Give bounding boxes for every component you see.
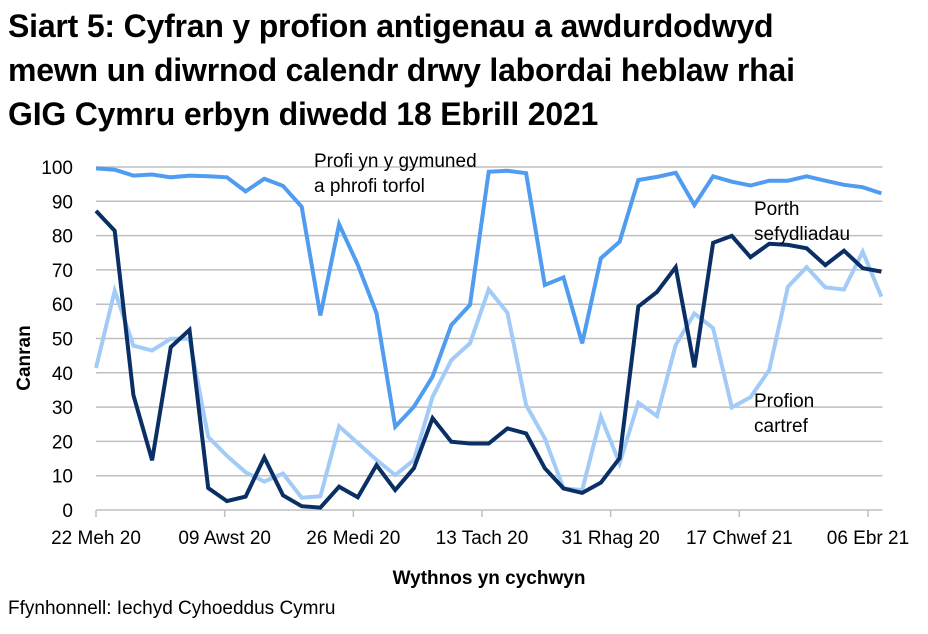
- series-label-cartref: Profion: [754, 391, 814, 412]
- chart-title-line-2: mewn un diwrnod calendr drwy labordai he…: [8, 52, 795, 88]
- x-axis-title: Wythnos yn cychwyn: [393, 568, 586, 589]
- y-tick-label: 10: [52, 467, 73, 488]
- y-tick-label: 70: [52, 261, 73, 282]
- y-tick-label: 40: [52, 364, 73, 385]
- gridlines: [96, 166, 883, 477]
- y-axis-tick-labels: 0 10 20 30 40 50 60 70 80 90 100: [41, 158, 73, 522]
- y-tick-label: 100: [41, 158, 73, 179]
- data-series: [94, 166, 884, 510]
- source-note: Ffynhonnell: Iechyd Cyhoeddus Cymru: [8, 598, 336, 619]
- series-label-cartref: cartref: [754, 416, 809, 437]
- x-tick-label: 31 Rhag 20: [562, 528, 660, 549]
- chart-title: Siart 5: Cyfran y profion antigenau a aw…: [8, 4, 918, 136]
- x-tick-label: 22 Meh 20: [51, 528, 141, 549]
- series-line-porth: [94, 209, 882, 510]
- series-labels: Profi yn y gymuned a phrofi torfol Porth se…: [314, 151, 850, 437]
- x-tick-label: 13 Tach 20: [436, 528, 529, 549]
- y-tick-label: 60: [52, 295, 73, 316]
- x-tick-label: 09 Awst 20: [178, 528, 271, 549]
- series-label-porth: sefydliadau: [754, 224, 850, 245]
- y-tick-label: 80: [52, 227, 73, 248]
- y-tick-label: 20: [52, 432, 73, 453]
- x-axis: 22 Meh 20 09 Awst 20 26 Medi 20 13 Tach 20 3…: [51, 509, 909, 549]
- y-tick-label: 90: [52, 192, 73, 213]
- y-tick-label: 30: [52, 398, 73, 419]
- chart-title-line-1: Siart 5: Cyfran y profion antigenau a aw…: [8, 8, 774, 44]
- series-line-cartref: [94, 246, 884, 500]
- series-label-community: a phrofi torfol: [314, 176, 425, 197]
- y-axis-title: Canran: [14, 325, 35, 390]
- y-tick-label: 50: [52, 330, 73, 351]
- series-label-porth: Porth: [754, 199, 799, 220]
- x-tick-label: 06 Ebr 21: [827, 528, 909, 549]
- x-tick-label: 26 Medi 20: [306, 528, 400, 549]
- chart-title-line-3: GIG Cymru erbyn diwedd 18 Ebrill 2021: [8, 96, 599, 132]
- series-label-community: Profi yn y gymuned: [314, 151, 477, 172]
- y-tick-label: 0: [62, 501, 73, 522]
- series-line-community: [95, 166, 883, 432]
- x-tick-label: 17 Chwef 21: [686, 528, 793, 549]
